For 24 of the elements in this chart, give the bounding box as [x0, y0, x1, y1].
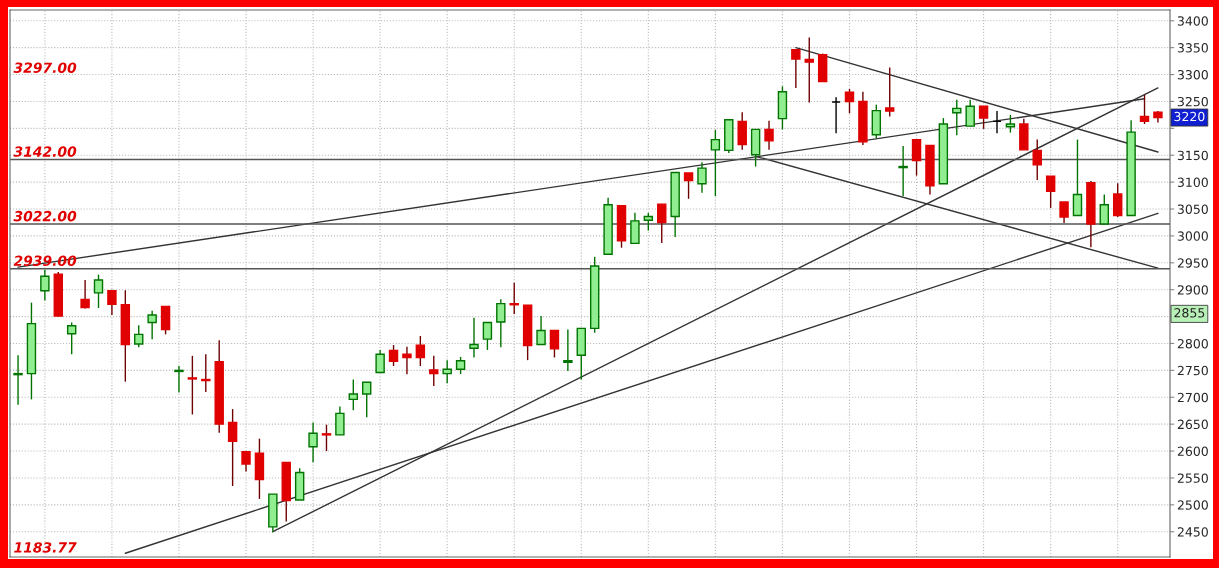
y-tick-label: 3050 — [1177, 204, 1208, 214]
annotation: 2855 — [1174, 308, 1205, 318]
y-tick-label: 3300 — [1177, 70, 1208, 80]
y-tick-label: 3400 — [1177, 16, 1208, 26]
y-tick-label: 2600 — [1177, 446, 1208, 456]
ref-line-label: 3142.00 — [13, 146, 77, 157]
y-tick-label: 3250 — [1177, 96, 1208, 107]
y-tick-label: 2450 — [1177, 527, 1208, 537]
y-tick-label: 2900 — [1177, 285, 1208, 295]
y-tick-label: 3150 — [1177, 150, 1208, 161]
y-tick-label: 2550 — [1177, 473, 1208, 483]
y-tick-label: 2650 — [1177, 419, 1208, 430]
annotation: 3297.00 — [13, 62, 77, 73]
y-tick-label: 2750 — [1177, 365, 1208, 376]
annotation: 3220 — [1174, 111, 1205, 122]
y-tick-label: 2950 — [1177, 258, 1208, 268]
y-tick-label: 3350 — [1177, 43, 1208, 53]
y-tick-label: 2500 — [1177, 500, 1208, 510]
ref-line-label: 3022.00 — [13, 210, 77, 222]
annotation: 1183.77 — [14, 542, 77, 553]
y-tick-label: 3100 — [1177, 177, 1208, 188]
y-tick-label: 2800 — [1177, 338, 1208, 349]
y-tick-label: 2700 — [1177, 392, 1208, 403]
y-tick-label: 3000 — [1177, 231, 1208, 241]
